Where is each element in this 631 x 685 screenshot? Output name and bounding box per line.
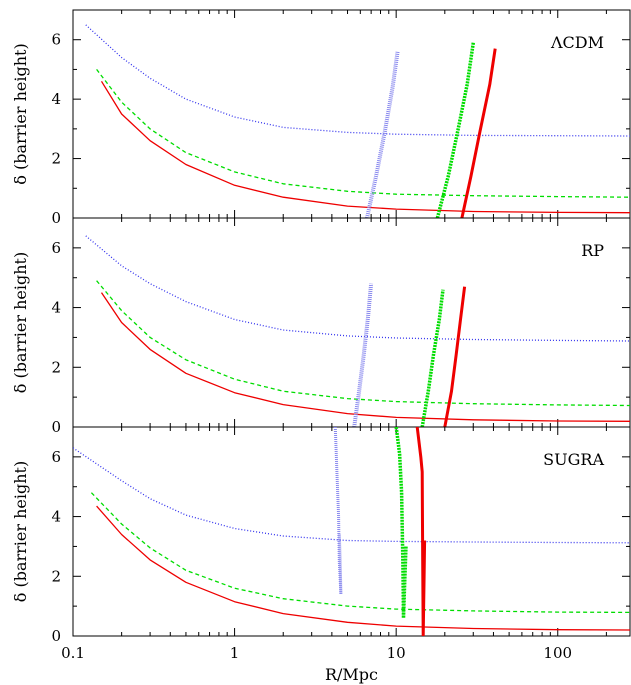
panel-frame — [72, 217, 631, 428]
plot-area — [85, 235, 630, 427]
x-tick-label: 0.1 — [61, 644, 85, 662]
y-axis-title: δ (barrier height) — [11, 252, 30, 393]
x-tick-label: 100 — [543, 644, 572, 662]
y-tick-label: 4 — [51, 508, 61, 526]
y-tick-label: 4 — [51, 299, 61, 317]
barrier-curve-green — [90, 492, 630, 614]
track-curve-red — [443, 286, 467, 427]
y-tick-label: 4 — [51, 90, 61, 108]
barrier-curve-green — [96, 69, 630, 198]
barrier-curve-blue — [85, 235, 630, 342]
y-tick-label: 0 — [51, 209, 61, 227]
y-tick-label: 0 — [51, 418, 61, 436]
x-axis-title: R/Mpc — [325, 665, 378, 684]
panel-label: ΛCDM — [550, 33, 604, 52]
track-curve-red — [460, 48, 497, 218]
panel-frame — [72, 426, 631, 637]
y-tick-label: 0 — [51, 627, 61, 645]
y-axis-title: δ (barrier height) — [11, 43, 30, 184]
panel-frame — [72, 9, 631, 219]
plot-area — [85, 24, 630, 218]
barrier-curve-red — [100, 80, 630, 214]
barrier-curve-blue — [85, 24, 630, 137]
barrier-curve-red — [100, 292, 630, 422]
chart-panels: 0 2 4 6 δ (barrier height) ΛCDM 0 2 4 6 δ (barrier… — [11, 9, 631, 645]
panel-label: RP — [581, 241, 604, 260]
y-tick-label: 2 — [51, 567, 61, 585]
barrier-curve-red — [96, 505, 630, 631]
panel-2: 0 2 4 6 δ (barrier height) SUGRA — [11, 426, 631, 645]
y-tick-label: 2 — [51, 150, 61, 168]
track-curve-green — [435, 42, 476, 218]
track-curve-red — [415, 427, 427, 636]
barrier-curve-blue — [73, 447, 630, 544]
x-tick-label: 1 — [230, 644, 240, 662]
track-curve-green — [420, 289, 445, 427]
y-tick-label: 2 — [51, 358, 61, 376]
track-curve-blue_band — [352, 283, 374, 427]
x-tick-label: 10 — [387, 644, 406, 662]
y-tick-label: 6 — [51, 448, 61, 466]
track-curve-green — [394, 427, 408, 620]
plot-area — [73, 427, 630, 636]
panel-label: SUGRA — [543, 450, 604, 469]
track-curve-blue_band — [365, 51, 400, 218]
y-tick-label: 6 — [51, 239, 61, 257]
track-curve-blue_band — [333, 427, 343, 596]
panel-0: 0 2 4 6 δ (barrier height) ΛCDM — [11, 9, 631, 227]
panel-1: 0 2 4 6 δ (barrier height) RP — [11, 217, 631, 436]
y-axis-title: δ (barrier height) — [11, 461, 30, 602]
y-tick-label: 6 — [51, 31, 61, 49]
barrier-curve-green — [96, 280, 630, 407]
